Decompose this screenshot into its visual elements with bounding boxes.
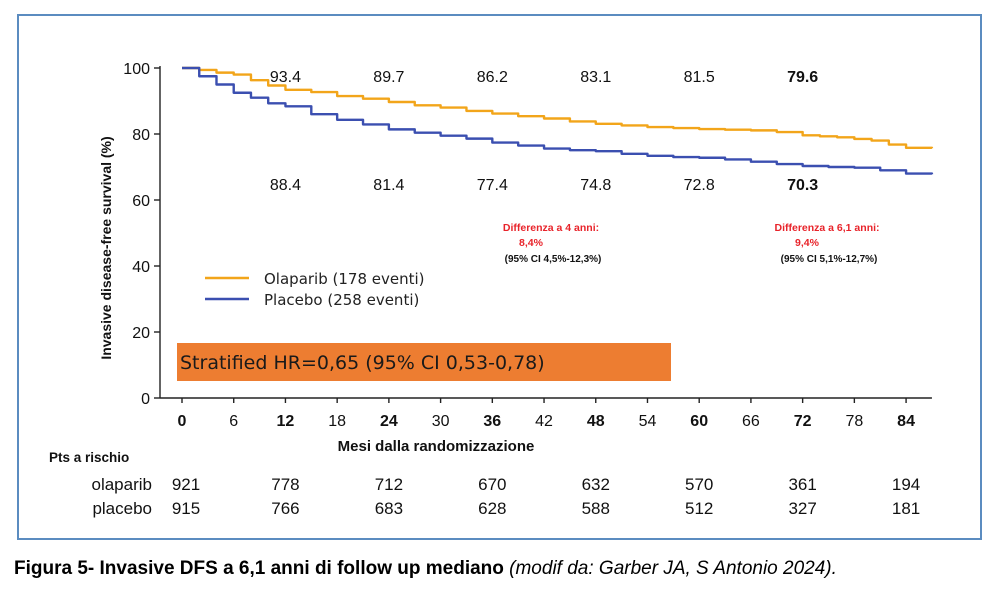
risk-cell: 588	[582, 499, 610, 518]
x-tick-label: 36	[483, 413, 501, 430]
data-label-placebo: 72.8	[684, 177, 715, 194]
risk-cell: 181	[892, 499, 920, 518]
difference-ci: (95% CI 5,1%-12,7%)	[781, 254, 878, 265]
data-label-placebo: 88.4	[270, 177, 301, 194]
risk-table-title: Pts a rischio	[49, 450, 129, 465]
y-axis-title: Invasive disease-free survival (%)	[98, 136, 114, 359]
x-tick-label: 66	[742, 413, 760, 430]
figure-frame: 0 20 40 60 80 100 0 6 12 18 24 30 36 42 48 54 60 66 72 78 84…	[17, 14, 982, 540]
risk-cell: 570	[685, 475, 713, 494]
data-label-placebo: 77.4	[477, 177, 508, 194]
risk-row-label: placebo	[92, 499, 152, 518]
x-tick-label: 24	[380, 413, 398, 430]
x-tick-label: 84	[897, 413, 915, 430]
km-survival-chart: 0 20 40 60 80 100 0 6 12 18 24 30 36 42 48 54 60 66 72 78 84…	[49, 61, 934, 518]
series-line-placebo	[182, 66, 934, 175]
risk-cell: 778	[271, 475, 299, 494]
x-tick-label: 6	[229, 413, 238, 430]
x-tick-label: 0	[178, 413, 187, 430]
risk-cell: 512	[685, 499, 713, 518]
data-label-olaparib: 83.1	[580, 69, 611, 86]
x-tick-label: 18	[328, 413, 346, 430]
legend-label: Olaparib (178 eventi)	[264, 270, 425, 288]
risk-cell: 628	[478, 499, 506, 518]
data-label-placebo: 74.8	[580, 177, 611, 194]
data-label-olaparib: 86.2	[477, 69, 508, 86]
hr-text: Stratified HR=0,65 (95% CI 0,53-0,78)	[180, 352, 545, 374]
caption-source: (modif da: Garber JA, S Antonio 2024).	[509, 558, 837, 579]
y-tick-label: 100	[123, 61, 150, 78]
x-tick-label: 54	[639, 413, 657, 430]
risk-cell: 915	[172, 499, 200, 518]
y-tick-label: 60	[132, 193, 150, 210]
risk-cell: 632	[582, 475, 610, 494]
data-label-placebo: 70.3	[787, 177, 818, 194]
x-tick-label: 60	[690, 413, 708, 430]
y-tick-label: 0	[141, 391, 150, 408]
y-tick-label: 80	[132, 127, 150, 144]
difference-title: Differenza a 4 anni:	[503, 222, 599, 234]
data-label-placebo: 81.4	[373, 177, 404, 194]
difference-title: Differenza a 6,1 anni:	[774, 222, 879, 234]
risk-cell: 327	[788, 499, 816, 518]
hr-box	[177, 343, 671, 381]
difference-value: 9,4%	[795, 237, 820, 249]
x-tick-label: 42	[535, 413, 553, 430]
risk-cell: 194	[892, 475, 920, 494]
risk-cell: 766	[271, 499, 299, 518]
risk-cell: 712	[375, 475, 403, 494]
data-label-olaparib: 81.5	[684, 69, 715, 86]
x-tick-label: 48	[587, 413, 605, 430]
x-axis-title: Mesi dalla randomizzazione	[338, 438, 535, 455]
risk-cell: 683	[375, 499, 403, 518]
risk-cell: 670	[478, 475, 506, 494]
legend-label: Placebo (258 eventi)	[264, 291, 419, 309]
data-label-olaparib: 89.7	[373, 69, 404, 86]
risk-cell: 361	[788, 475, 816, 494]
caption-title: Figura 5- Invasive DFS a 6,1 anni di fol…	[14, 558, 504, 579]
risk-cell: 921	[172, 475, 200, 494]
data-label-olaparib: 93.4	[270, 69, 301, 86]
y-tick-label: 20	[132, 325, 150, 342]
x-tick-label: 12	[277, 413, 295, 430]
difference-ci: (95% CI 4,5%-12,3%)	[505, 254, 602, 265]
series-line-olaparib	[182, 66, 934, 150]
data-label-olaparib: 79.6	[787, 69, 818, 86]
figure-caption: Figura 5- Invasive DFS a 6,1 anni di fol…	[14, 558, 837, 580]
x-tick-label: 72	[794, 413, 812, 430]
risk-row-label: olaparib	[92, 475, 153, 494]
y-tick-label: 40	[132, 259, 150, 276]
difference-value: 8,4%	[519, 237, 544, 249]
x-tick-label: 78	[845, 413, 863, 430]
x-tick-label: 30	[432, 413, 450, 430]
